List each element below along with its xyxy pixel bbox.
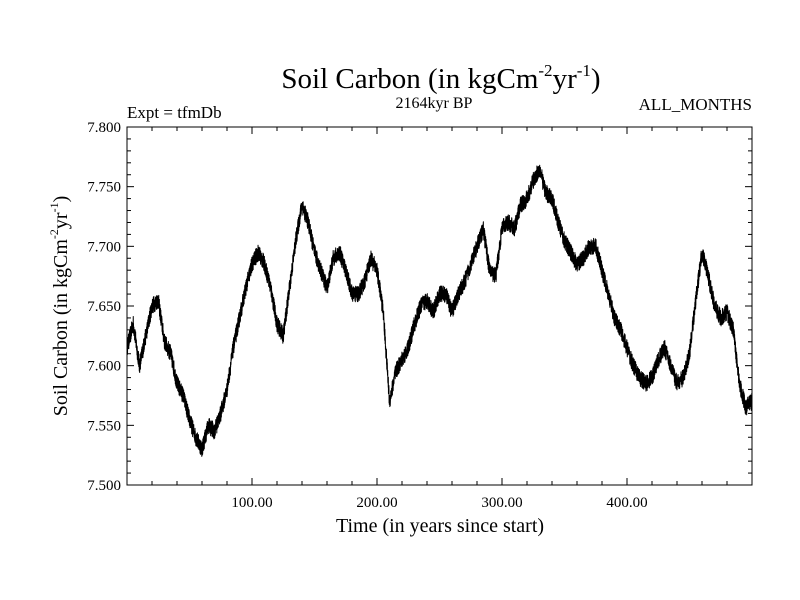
y-tick-label: 7.550: [87, 418, 121, 434]
y-axis-label-base: Soil Carbon (in kgCm: [50, 239, 72, 417]
y-axis-label-mid: yr: [50, 212, 72, 229]
experiment-label: Expt = tfmDb: [127, 103, 222, 122]
period-label: 2164kyr BP: [396, 95, 473, 112]
y-axis-label: Soil Carbon (in kgCm-2yr-1): [47, 196, 72, 417]
tick-layer: 7.500 7.550 7.600 7.650 7.700 7.750 7.800 100.0…: [87, 120, 752, 511]
x-tick-label: 400.00: [606, 495, 647, 511]
data-layer: [126, 164, 753, 457]
y-tick-label: 7.800: [87, 120, 121, 136]
x-axis-label: Time (in years since start): [336, 515, 544, 537]
y-tick-label: 7.700: [87, 239, 121, 255]
y-axis-label-end: ): [50, 196, 72, 203]
y-tick-label: 7.650: [87, 299, 121, 315]
x-tick-label: 100.00: [231, 495, 272, 511]
chart-title-sup2: -1: [577, 61, 591, 80]
chart-title-base: Soil Carbon (in kgCm: [281, 63, 538, 95]
chart-title-mid: yr: [553, 63, 578, 95]
y-tick-label: 7.500: [87, 478, 121, 494]
x-tick-label: 300.00: [481, 495, 522, 511]
chart-title-sup1: -2: [538, 61, 552, 80]
x-tick-label: 200.00: [356, 495, 397, 511]
months-label: ALL_MONTHS: [639, 95, 752, 114]
plot-frame: [126, 126, 753, 486]
series-line: [126, 164, 753, 457]
y-axis-label-sup1: -2: [47, 229, 61, 239]
chart-title: Soil Carbon (in kgCm-2yr-1): [281, 61, 600, 95]
y-axis-label-sup2: -1: [47, 202, 61, 212]
chart-title-end: ): [591, 63, 601, 95]
y-tick-label: 7.750: [87, 180, 121, 196]
y-tick-label: 7.600: [87, 359, 121, 375]
